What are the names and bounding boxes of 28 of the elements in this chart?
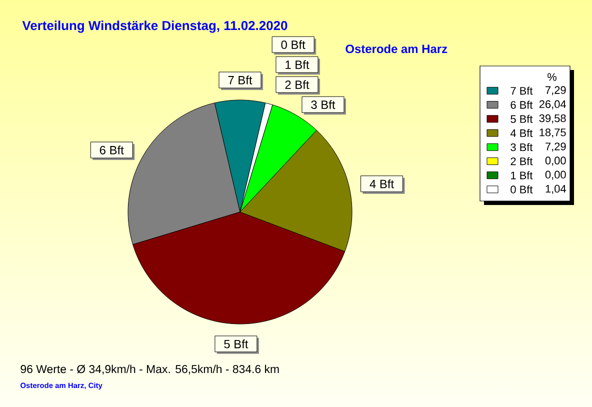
text: 0,00 [545,156,566,166]
data-label: 7,29 [546,142,566,152]
legend-label: 7 Bft [510,86,533,95]
data-label: 7,29 [546,86,566,96]
slice-label: 6 Bft [100,146,124,154]
legend-label: 6 Bft [510,100,533,109]
legend-title: % [548,73,556,81]
data-label: 26,04 [539,100,566,110]
text: 0,00 [545,170,566,180]
data-label: 18,75 [540,128,566,138]
slice-label: 5 Bft [224,340,248,348]
chart-subtitle: Osterode am Harz [346,44,448,54]
category-label: 2 Bft [510,157,533,166]
legend-label: 3 Bft [510,143,533,152]
chart-title: Verteilung Windstärke Dienstag, 11.02.2020 [22,20,288,33]
data-label: 1,04 [546,184,566,194]
legend-label: 2 Bft [285,80,310,89]
text: 96 Werte - Ø 34,9km/h - Max. 56,5km/h - 834.6 km [20,364,279,374]
legend-label: 5 Bft [510,114,533,123]
slice-label: 3 Bft [311,100,336,109]
data-label: 39,58 [539,114,566,124]
legend-label: 0 Bft [510,185,533,194]
slice-label: 7 Bft [228,76,252,84]
legend-label: 1 Bft [511,171,533,180]
category-label: 0 Bft [281,40,306,49]
legend-label: 4 Bft [510,129,533,137]
slice-label: 4 Bft [370,179,394,188]
category-label: 1 Bft [286,60,310,69]
